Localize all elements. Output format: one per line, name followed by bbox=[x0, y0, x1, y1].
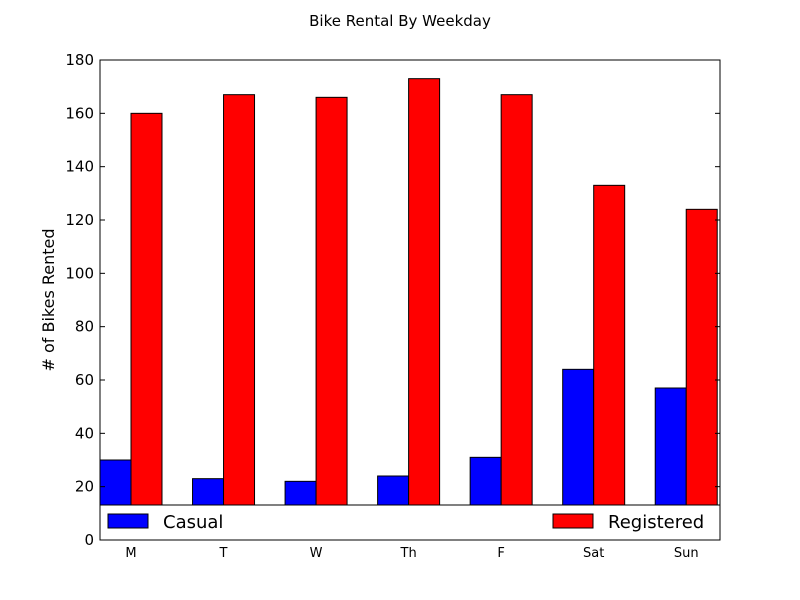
legend-label-registered: Registered bbox=[608, 512, 704, 533]
bar-registered-w bbox=[315, 96, 348, 541]
legend-swatch-registered bbox=[552, 513, 594, 529]
y-tick-label: 0 bbox=[84, 531, 94, 549]
y-tick-label: 120 bbox=[65, 211, 94, 229]
legend-label-casual: Casual bbox=[163, 512, 223, 533]
y-tick-label: 160 bbox=[65, 104, 94, 122]
y-tick-label: 140 bbox=[65, 158, 94, 176]
bar-registered-t bbox=[223, 94, 256, 541]
y-tick-label: 100 bbox=[65, 264, 94, 282]
bar-registered-sun bbox=[685, 208, 718, 541]
bars-group bbox=[99, 78, 718, 541]
bar-registered-th bbox=[408, 78, 441, 541]
y-tick-label: 180 bbox=[65, 51, 94, 69]
y-axis: 0 20 40 60 80 100 120 140 160 180 bbox=[65, 51, 720, 549]
x-tick-label: Sun bbox=[674, 546, 699, 561]
y-tick-label: 60 bbox=[75, 371, 94, 389]
x-tick-label: T bbox=[219, 546, 228, 561]
legend-box bbox=[99, 504, 721, 541]
legend-swatch-casual bbox=[107, 513, 149, 529]
x-tick-label: W bbox=[310, 546, 323, 561]
x-axis: M T W Th F Sat Sun bbox=[125, 546, 698, 561]
x-tick-label: Th bbox=[400, 546, 417, 561]
y-axis-label: # of Bikes Rented bbox=[39, 228, 58, 371]
x-tick-label: M bbox=[125, 546, 136, 561]
legend: Casual Registered bbox=[99, 504, 721, 541]
bar-registered-sat bbox=[593, 184, 626, 541]
chart-title: Bike Rental By Weekday bbox=[309, 12, 491, 30]
x-tick-label: F bbox=[497, 546, 504, 561]
y-tick-label: 40 bbox=[75, 424, 94, 442]
x-tick-label: Sat bbox=[583, 546, 604, 561]
bar-registered-f bbox=[500, 94, 533, 541]
y-tick-label: 20 bbox=[75, 478, 94, 496]
y-tick-label: 80 bbox=[75, 318, 94, 336]
bar-registered-m bbox=[130, 112, 163, 541]
